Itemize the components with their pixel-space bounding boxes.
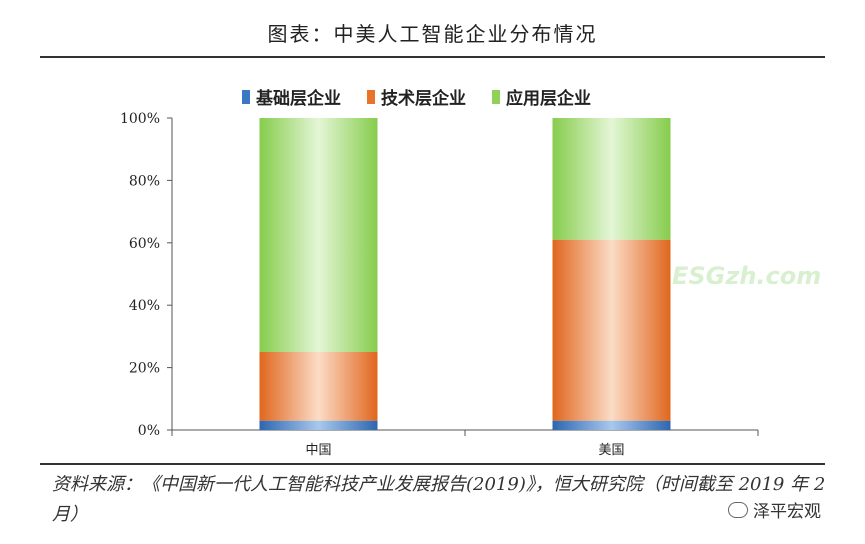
brand-name: 泽平宏观 xyxy=(753,502,821,522)
legend-swatch-application xyxy=(492,89,500,104)
source-divider xyxy=(40,463,825,465)
y-tick-label: 100% xyxy=(120,111,160,127)
x-tick-label: 中国 xyxy=(305,443,331,458)
bar-segment-application xyxy=(259,118,378,352)
legend: 基础层企业 技术层企业 应用层企业 xyxy=(242,84,591,109)
bar-segment-technology xyxy=(259,352,378,421)
legend-item-technology: 技术层企业 xyxy=(367,84,466,109)
title-divider xyxy=(40,56,825,58)
source-note: 资料来源：《中国新一代人工智能科技产业发展报告(2019)》，恒大研究院（时间截… xyxy=(52,474,826,525)
stacked-bar-chart: 0% 20% 40% 60% 80% 100% 中国 美国 xyxy=(120,111,759,458)
legend-swatch-technology xyxy=(367,89,375,104)
legend-swatch-foundation xyxy=(242,89,250,104)
y-tick-label: 0% xyxy=(138,423,160,439)
legend-label-technology: 技术层企业 xyxy=(381,89,466,109)
bar-segment-technology xyxy=(552,239,671,421)
axis-labels: 0% 20% 40% 60% 80% 100% 中国 美国 xyxy=(120,111,625,458)
watermark: ESGzh.com xyxy=(672,262,822,290)
bars xyxy=(259,118,671,430)
legend-label-application: 应用层企业 xyxy=(506,89,591,109)
chart-title: 图表：中美人工智能企业分布情况 xyxy=(267,22,598,46)
y-tick-label: 20% xyxy=(129,361,160,377)
bar-segment-foundation xyxy=(552,420,671,430)
x-tick-label: 美国 xyxy=(598,443,624,458)
wechat-icon xyxy=(728,501,748,518)
y-tick-label: 40% xyxy=(129,298,160,314)
legend-label-foundation: 基础层企业 xyxy=(256,89,341,109)
bar-segment-application xyxy=(552,118,671,240)
legend-item-application: 应用层企业 xyxy=(492,84,591,109)
legend-item-foundation: 基础层企业 xyxy=(242,84,341,109)
brand-mark: 泽平宏观 xyxy=(728,497,821,522)
y-tick-label: 60% xyxy=(129,236,160,252)
y-tick-label: 80% xyxy=(129,173,160,189)
bar-segment-foundation xyxy=(259,420,378,430)
